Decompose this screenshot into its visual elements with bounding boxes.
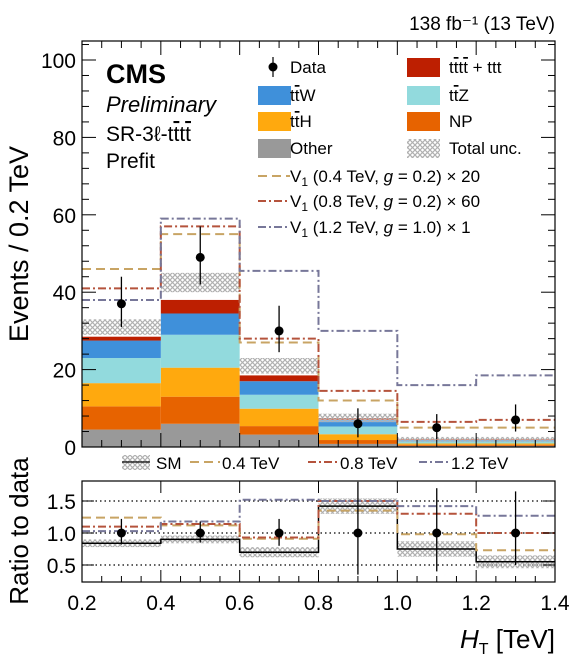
main-y-label: Events / 0.2 TeV — [4, 146, 34, 342]
data-point-5 — [511, 415, 521, 425]
data-point-1 — [195, 252, 205, 262]
data-points — [116, 226, 521, 440]
legend-ttz-label: ttZ — [449, 86, 469, 105]
status-label: Preliminary — [106, 92, 218, 117]
legend-sig04-label: V1 (0.4 TeV, g = 0.2) × 20 — [290, 167, 480, 189]
ratio-legend: SM 0.4 TeV 0.8 TeV 1.2 TeV — [122, 454, 509, 473]
ratio-point-1 — [195, 528, 205, 538]
bar-np-bin-1 — [160, 396, 240, 424]
bar-tttt-ttt-bin-0 — [82, 336, 161, 341]
legend-tth-label: ttH — [290, 112, 312, 131]
signal-lines — [82, 217, 555, 429]
data-point-0 — [116, 299, 126, 309]
legend-ttw-swatch — [258, 86, 291, 105]
region-label: SR-3ℓ-tttt — [106, 123, 191, 146]
legend-np-label: NP — [449, 112, 473, 131]
main-legend: Data tttt + ttt ttW ttZ ttH NP Other Tot… — [258, 57, 522, 240]
ratio-ytick-label: 0.5 — [47, 555, 76, 578]
ratio-point-3 — [353, 528, 363, 538]
x-tick-label: 0.4 — [146, 592, 176, 615]
data-point-4 — [432, 423, 442, 433]
bar-ttz-bin-2 — [239, 394, 319, 409]
ratio-ticks: 0.5 1.0 1.5 0.2 0.4 0.6 0.8 1.0 1.2 1.4 — [47, 481, 570, 615]
signal-line-2 — [82, 217, 555, 387]
bar-tth-bin-1 — [160, 367, 240, 397]
ratio-lines — [82, 498, 555, 563]
ratio-y-label: Ratio to data — [4, 457, 34, 605]
legend-sig08-label: V1 (0.8 TeV, g = 0.2) × 60 — [290, 192, 480, 214]
data-point-2 — [274, 326, 284, 336]
legend-tttt-label: tttt + ttt — [449, 58, 502, 77]
main-ytick-label: 20 — [53, 360, 76, 383]
main-ytick-label: 80 — [53, 127, 76, 150]
legend-ttw-label: ttW — [290, 86, 316, 105]
legend-ttz-swatch — [407, 86, 440, 105]
ratio-legend-08-label: 0.8 TeV — [340, 454, 398, 473]
x-tick-label: 1.4 — [540, 592, 570, 615]
bar-tttt-ttt-bin-1 — [160, 299, 240, 314]
signal-line-1 — [82, 225, 555, 423]
legend-np-swatch — [407, 112, 440, 131]
ratio-ytick-label: 1.0 — [47, 523, 76, 546]
bar-tth-bin-2 — [239, 408, 319, 427]
ratio-point-2 — [274, 528, 284, 538]
bar-ttw-bin-1 — [160, 313, 240, 335]
x-tick-label: 1.0 — [383, 592, 412, 615]
legend-data-label: Data — [290, 58, 326, 77]
main-ytick-label: 60 — [53, 205, 76, 228]
lumi-label: 138 fb⁻¹ (13 TeV) — [409, 14, 555, 35]
main-panel: 0 20 40 60 80 100 Events / 0.2 TeV CMS Prelim… — [4, 40, 556, 460]
legend-other-label: Other — [290, 139, 333, 158]
ratio-sig12-line — [82, 498, 555, 533]
x-tick-label: 0.8 — [304, 592, 333, 615]
legend-other-swatch — [258, 139, 291, 158]
x-tick-label: 1.2 — [462, 592, 491, 615]
legend-unc-label: Total unc. — [449, 139, 522, 158]
bar-np-bin-2 — [239, 426, 319, 435]
bar-ttz-bin-1 — [160, 334, 240, 368]
uncertainty-bin-0 — [82, 319, 161, 335]
stage-label: Prefit — [106, 150, 155, 173]
x-axis-label: HT [TeV] — [460, 624, 555, 658]
legend-tth-swatch — [258, 112, 291, 131]
ratio-point-4 — [432, 528, 442, 538]
legend-unc-swatch — [407, 139, 440, 158]
experiment-label: CMS — [106, 59, 166, 89]
bar-np-bin-0 — [82, 406, 161, 430]
ratio-point-5 — [511, 528, 521, 538]
x-tick-label: 0.6 — [225, 592, 254, 615]
ratio-panel: 0.5 1.0 1.5 0.2 0.4 0.6 0.8 1.0 1.2 1.4 Ratio to … — [4, 457, 570, 658]
main-ticks: 0 20 40 60 80 100 — [41, 41, 556, 460]
data-point-3 — [353, 419, 363, 429]
ratio-point-0 — [116, 528, 126, 538]
bar-tth-bin-0 — [82, 383, 161, 407]
ratio-data-points — [116, 481, 521, 575]
ratio-legend-04-label: 0.4 TeV — [222, 454, 280, 473]
x-tick-label: 0.2 — [67, 592, 96, 615]
bar-ttw-bin-2 — [239, 381, 319, 395]
main-ytick-label: 40 — [53, 282, 76, 305]
bar-ttz-bin-0 — [82, 357, 161, 384]
uncertainty-bin-2 — [239, 357, 319, 374]
bar-tttt-ttt-bin-2 — [239, 375, 319, 382]
legend-tttt-swatch — [407, 58, 440, 77]
main-ytick-label: 100 — [41, 50, 76, 73]
legend-data-marker — [268, 62, 278, 72]
ratio-legend-sm-label: SM — [156, 454, 182, 473]
legend-sig12-label: V1 (1.2 TeV, g = 1.0) × 1 — [290, 218, 471, 240]
uncertainty-bin-5 — [476, 436, 555, 442]
bar-ttw-bin-0 — [82, 340, 161, 358]
ratio-ytick-label: 1.5 — [47, 491, 76, 514]
main-ytick-label: 0 — [64, 437, 76, 460]
ratio-legend-12-label: 1.2 TeV — [451, 454, 509, 473]
